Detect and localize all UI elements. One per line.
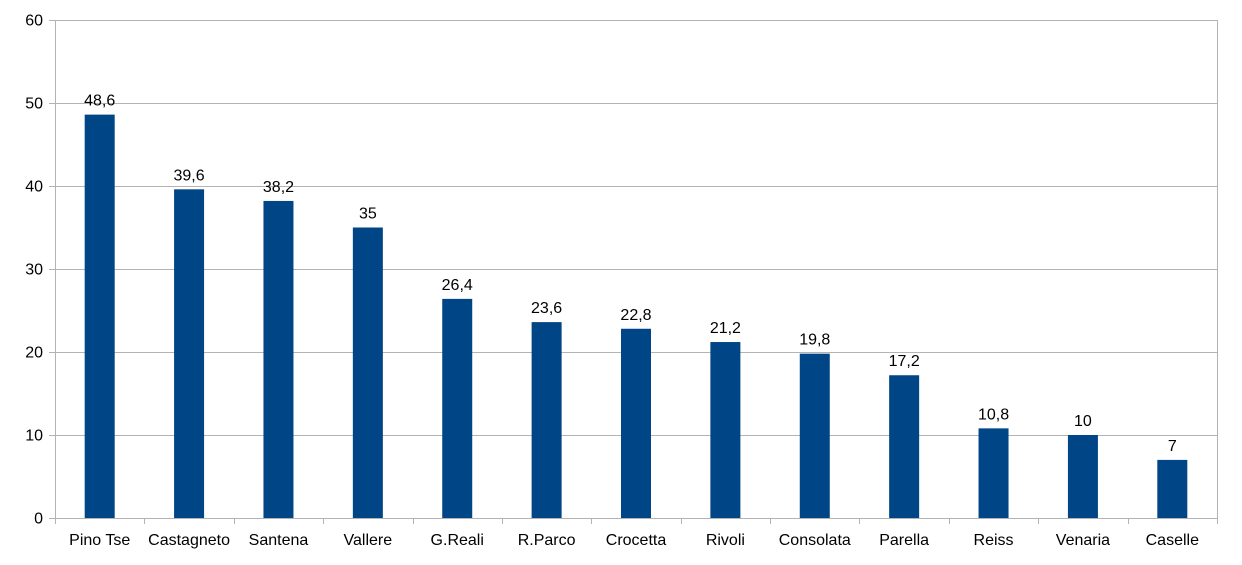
x-category-label: Pino Tse	[69, 532, 130, 549]
x-category-label: Consolata	[779, 532, 851, 549]
y-tick-label: 30	[25, 262, 43, 279]
x-category-label: Santena	[249, 532, 309, 549]
data-label: 17,2	[889, 353, 920, 370]
data-label: 22,8	[620, 307, 651, 324]
bar	[978, 428, 1009, 518]
y-tick-label: 60	[25, 13, 43, 30]
y-tick-label: 20	[25, 345, 43, 362]
x-category-label: Castagneto	[148, 532, 230, 549]
data-label: 48,6	[84, 93, 115, 110]
y-tick-label: 0	[34, 511, 43, 528]
data-labels: 48,6 39,6 38,2 35 26,4 23,6 22,8 21,2 19,8 17,2 10…	[84, 93, 1177, 455]
x-category-label: Vallere	[344, 532, 393, 549]
data-label: 23,6	[531, 300, 562, 317]
x-category-label: Parella	[879, 532, 929, 549]
data-label: 19,8	[799, 332, 830, 349]
gridlines	[55, 20, 1218, 518]
data-label: 39,6	[174, 167, 205, 184]
data-label: 38,2	[263, 179, 294, 196]
bar	[889, 375, 920, 518]
y-tick-label: 40	[25, 179, 43, 196]
bar	[1067, 435, 1098, 518]
data-label: 35	[359, 206, 377, 223]
x-category-label: G.Reali	[431, 532, 484, 549]
data-label: 7	[1168, 438, 1177, 455]
y-tick-label: 50	[25, 96, 43, 113]
bar	[621, 328, 651, 518]
y-tick-label: 10	[25, 428, 43, 445]
bar	[1157, 459, 1188, 518]
bar	[174, 189, 205, 518]
x-category-label: Caselle	[1146, 532, 1199, 549]
bar	[84, 114, 115, 519]
x-category-label: Rivoli	[706, 532, 745, 549]
data-label: 26,4	[442, 277, 473, 294]
x-category-label: Venaria	[1056, 532, 1110, 549]
x-category-label: R.Parco	[518, 532, 576, 549]
bar	[263, 200, 294, 518]
bar	[799, 353, 830, 518]
bar	[442, 298, 473, 518]
data-label: 21,2	[710, 320, 741, 337]
x-category-label: Reiss	[974, 532, 1014, 549]
bar	[710, 342, 741, 518]
x-category-label: Crocetta	[606, 532, 667, 549]
axes	[49, 20, 1218, 524]
y-axis-tick-labels: 0 10 20 30 40 50 60	[25, 13, 43, 528]
x-axis-category-labels: Pino Tse Castagneto Santena Vallere G.Reali R…	[69, 532, 1199, 549]
data-label: 10	[1074, 413, 1092, 430]
bar	[352, 227, 383, 518]
bar	[531, 322, 562, 518]
data-label: 10,8	[978, 406, 1009, 423]
bars	[84, 114, 1188, 519]
